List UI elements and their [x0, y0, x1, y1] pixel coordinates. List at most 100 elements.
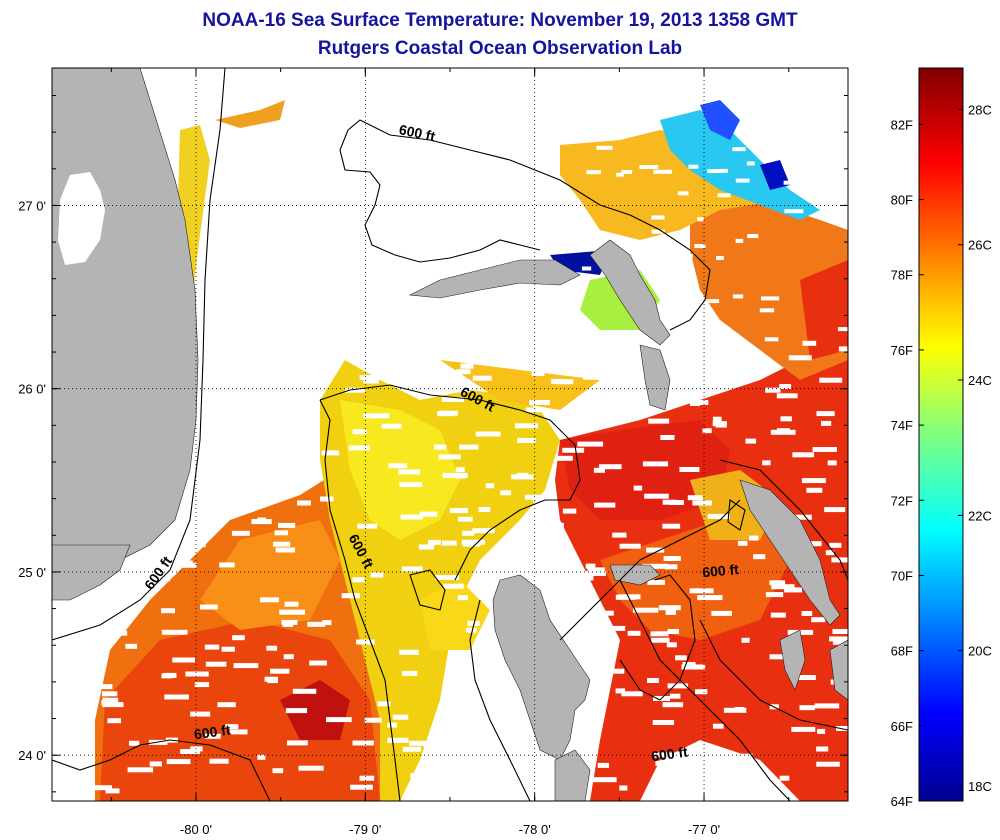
cloud-gap	[562, 508, 577, 514]
cloud-gap	[585, 563, 596, 569]
cloud-gap	[510, 561, 522, 567]
colorbar-f-label: 76F	[891, 343, 913, 358]
cloud-gap	[400, 514, 423, 520]
cloud-gap	[161, 608, 175, 614]
cloud-gap	[642, 563, 668, 569]
colorbar	[918, 67, 964, 802]
cloud-gap	[398, 469, 421, 475]
cloud-gap	[197, 450, 215, 456]
isobath-600ft	[559, 499, 741, 641]
cloud-gap	[599, 668, 625, 674]
cloud-gap	[190, 711, 211, 717]
cloud-gap	[829, 542, 842, 548]
cloud-gap	[190, 345, 212, 351]
cloud-gap	[276, 449, 302, 455]
cloud-gap	[731, 753, 753, 759]
cloud-gap	[679, 467, 700, 472]
new-providence	[609, 564, 661, 586]
cloud-gap	[787, 514, 812, 520]
cloud-gap	[279, 609, 305, 615]
cloud-gap	[682, 253, 693, 258]
cloud-gap	[287, 740, 308, 746]
y-tick-label: 27 0'	[18, 198, 46, 213]
x-tick-label: -80 0'	[180, 822, 212, 837]
cloud-gap	[692, 500, 712, 506]
cloud-gap	[531, 371, 545, 376]
cloud-gap	[194, 682, 210, 688]
cloud-gap	[669, 500, 684, 505]
cloud-gap	[359, 375, 384, 381]
cloud-gap	[352, 429, 367, 435]
cloud-gap	[769, 654, 794, 660]
cloud-gap	[568, 615, 589, 621]
cloud-gap	[687, 495, 703, 501]
x-tick-label: -78 0'	[519, 822, 551, 837]
abaco-south-cay	[639, 344, 671, 411]
cloud-gap	[591, 664, 607, 670]
cloud-gap	[441, 540, 457, 546]
cloud-gap	[185, 671, 209, 677]
andros-south	[554, 749, 591, 801]
cloud-gap	[176, 562, 197, 568]
cloud-gap	[196, 511, 221, 517]
cloud-gap	[410, 773, 429, 779]
y-tick-label: 25 0'	[18, 565, 46, 580]
cloud-gap	[517, 472, 528, 478]
cloud-gap	[161, 629, 188, 635]
sst-patch	[660, 110, 820, 220]
cloud-gap	[648, 418, 670, 424]
abaco-islands	[589, 239, 671, 346]
isobath-label: 600 ft	[702, 561, 740, 580]
cloud-gap	[293, 457, 318, 463]
cloud-gap	[356, 639, 375, 645]
cloud-gap	[105, 788, 120, 794]
cloud-gap	[597, 762, 609, 768]
cloud-gap	[755, 771, 770, 777]
cloud-gap	[593, 467, 605, 473]
cloud-gap	[697, 595, 723, 601]
cloud-gap	[694, 244, 706, 249]
cloud-gap	[737, 540, 748, 546]
cat-island	[829, 639, 848, 701]
colorbar-f-label: 82F	[891, 117, 913, 132]
cloud-gap	[225, 724, 239, 730]
cloud-gap	[272, 768, 284, 774]
cloud-gap	[599, 464, 622, 470]
cloud-gap	[810, 541, 822, 547]
cloud-gap	[228, 366, 241, 372]
cloud-gap	[621, 691, 643, 697]
cloud-gap	[720, 774, 736, 779]
cloud-gap	[278, 522, 296, 528]
cloud-gap	[732, 147, 746, 152]
cloud-gap	[475, 431, 501, 437]
grand-bahama-island	[408, 259, 581, 299]
cloud-gap	[605, 610, 614, 616]
colorbar-c-label: 18C	[968, 779, 992, 794]
cloud-gap	[581, 266, 592, 271]
cloud-gap	[273, 541, 291, 547]
cloud-gap	[197, 406, 212, 412]
cloud-gap	[732, 294, 744, 299]
cloud-gap	[179, 481, 196, 487]
cloud-gap	[387, 737, 409, 743]
cloud-gap	[419, 511, 438, 517]
colorbar-f-label: 66F	[891, 719, 913, 734]
cloud-gap	[433, 780, 458, 785]
cloud-gap	[190, 746, 203, 752]
cloud-gap	[204, 733, 221, 739]
cloud-gap	[806, 487, 823, 493]
cloud-gap	[587, 567, 605, 573]
cloud-gap	[621, 170, 633, 174]
cloud-gap	[272, 363, 288, 369]
cloud-gap	[448, 713, 467, 718]
cloud-gap	[651, 637, 670, 643]
cloud-gap	[662, 499, 676, 505]
cloud-gap	[689, 588, 714, 594]
colorbar-c-label: 20C	[968, 644, 992, 659]
cloud-gap	[266, 452, 281, 458]
cloud-gap	[320, 496, 334, 502]
cloud-gap	[642, 461, 669, 467]
cloud-gap	[615, 594, 637, 600]
cloud-gap	[788, 355, 812, 361]
